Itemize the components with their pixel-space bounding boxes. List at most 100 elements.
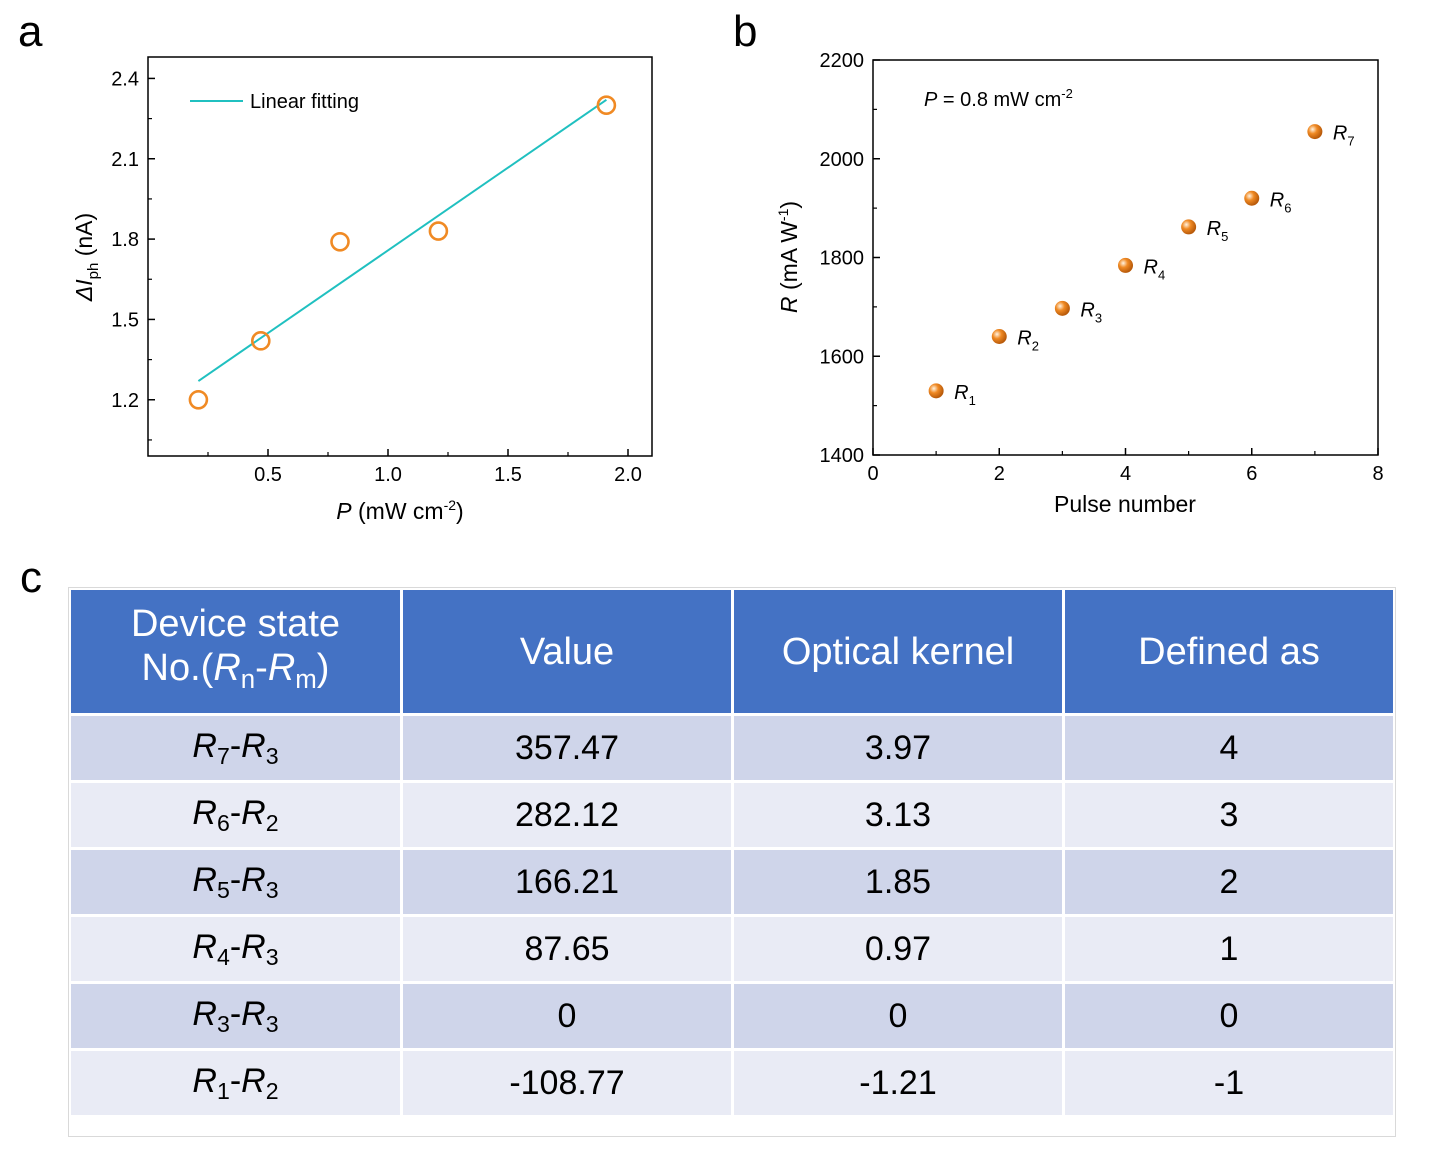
point-label-b: R5	[1207, 218, 1229, 244]
state-b-subscript: 3	[265, 876, 279, 903]
state-dash: -	[229, 1061, 242, 1100]
data-point-b	[1054, 300, 1070, 316]
plot-a-frame	[147, 56, 653, 457]
header-value: Value	[400, 587, 734, 716]
cell-value: -108.77	[400, 1048, 734, 1118]
state-a-symbol: R	[192, 726, 217, 765]
y-tick-label-b: 1600	[820, 346, 865, 368]
x-tick-label-b: 4	[1120, 463, 1131, 485]
state-dash: -	[229, 927, 242, 966]
cell-defined-as: -1	[1062, 1048, 1396, 1118]
optical-kernel-table: Device state No.(Rn-Rm) Value Optical ke…	[68, 587, 1396, 1118]
x-tick-label-a: 2.0	[614, 464, 642, 486]
plot-b-frame	[872, 59, 1379, 456]
state-b-subscript: 2	[265, 1077, 279, 1104]
data-point-a	[330, 231, 350, 252]
panel-label-b: b	[733, 7, 758, 56]
header-rm-subscript: m	[295, 665, 317, 694]
cell-value: 166.21	[400, 847, 734, 917]
annotation-power-b: P = 0.8 mW cm-2	[924, 86, 1073, 111]
cell-device-state: R7-R3	[68, 713, 403, 783]
state-a-subscript: 4	[216, 943, 230, 970]
data-point-b	[1118, 257, 1133, 273]
point-label-b: R1	[954, 382, 976, 408]
header-defined-as: Defined as	[1062, 587, 1396, 716]
state-b-subscript: 2	[265, 809, 279, 836]
x-tick-label-b: 2	[994, 463, 1005, 485]
state-a-subscript: 1	[216, 1077, 230, 1104]
y-axis-label-a: ΔIph (nA)	[71, 213, 102, 302]
data-point-b	[1181, 219, 1197, 235]
cell-defined-as: 2	[1062, 847, 1396, 917]
state-b-subscript: 3	[265, 1010, 279, 1037]
table-row: R5-R3 166.21 1.85 2	[68, 847, 1396, 917]
state-dash: -	[229, 860, 242, 899]
state-b-symbol: R	[241, 793, 266, 832]
state-a-subscript: 3	[216, 1010, 230, 1037]
table-row: R4-R3 87.65 0.97 1	[68, 914, 1396, 984]
table-body: R7-R3 357.47 3.97 4 R6-R2 282.12 3.13 3 R5-R3 166…	[68, 713, 1396, 1118]
cell-device-state: R1-R2	[68, 1048, 403, 1118]
cell-optical-kernel: 3.97	[731, 713, 1065, 783]
header-rn-symbol: R	[213, 646, 241, 689]
point-label-b: R3	[1080, 299, 1102, 325]
charts-figure: 0.5 1.0 1.5 2.0 1.2 1.5 1.8 2.1 2.4 Linear fittin…	[71, 50, 1384, 524]
cell-defined-as: 4	[1062, 713, 1396, 783]
data-point-a	[250, 331, 271, 351]
cell-device-state: R6-R2	[68, 780, 403, 850]
cell-defined-as: 3	[1062, 780, 1396, 850]
y-tick-label-a: 1.8	[111, 229, 139, 251]
legend-label-linear-fitting: Linear fitting	[250, 91, 359, 113]
cell-optical-kernel: 3.13	[731, 780, 1065, 850]
y-axis-label-b: R (mA W-1)	[775, 201, 802, 313]
x-tick-label-a: 0.5	[254, 464, 282, 486]
state-a-symbol: R	[192, 994, 217, 1033]
x-tick-label-b: 0	[867, 463, 878, 485]
data-point-a	[188, 389, 209, 410]
cell-optical-kernel: 0.97	[731, 914, 1065, 984]
state-b-subscript: 3	[265, 943, 279, 970]
state-a-symbol: R	[192, 793, 217, 832]
point-label-b: R6	[1270, 189, 1292, 215]
y-tick-label-a: 2.4	[111, 68, 139, 90]
state-b-symbol: R	[241, 994, 266, 1033]
table-row: R3-R3 0 0 0	[68, 981, 1396, 1051]
state-a-subscript: 5	[216, 876, 230, 903]
cell-device-state: R4-R3	[68, 914, 403, 984]
data-point-b	[928, 383, 944, 399]
point-label-b: R4	[1144, 256, 1166, 282]
header-dash: -	[255, 646, 268, 689]
y-tick-label-a: 1.5	[111, 309, 139, 331]
table-row: R1-R2 -108.77 -1.21 -1	[68, 1048, 1396, 1118]
state-b-subscript: 3	[265, 742, 279, 769]
state-b-symbol: R	[241, 1061, 266, 1100]
cell-value: 282.12	[400, 780, 734, 850]
cell-defined-as: 1	[1062, 914, 1396, 984]
header-device-state-line2-pre: No.(	[141, 646, 214, 689]
y-tick-label-a: 1.2	[111, 390, 139, 412]
linear-fit-line	[197, 99, 607, 382]
x-tick-label-b: 8	[1372, 463, 1383, 485]
x-tick-label-b: 6	[1246, 463, 1257, 485]
state-b-symbol: R	[241, 726, 266, 765]
state-dash: -	[229, 726, 242, 765]
y-tick-label-b: 2000	[820, 149, 865, 171]
x-axis-label-b: Pulse number	[1054, 491, 1196, 517]
state-a-symbol: R	[192, 1061, 217, 1100]
x-tick-label-a: 1.0	[374, 464, 402, 486]
data-point-b	[991, 329, 1007, 344]
y-tick-label-a: 2.1	[111, 149, 139, 171]
cell-device-state: R3-R3	[68, 981, 403, 1051]
header-rn-subscript: n	[240, 665, 256, 694]
header-device-state-line2-post: )	[316, 646, 330, 689]
y-tick-label-b: 1800	[820, 248, 865, 270]
header-device-state: Device state No.(Rn-Rm)	[68, 587, 403, 716]
data-point-a	[428, 221, 449, 241]
data-point-b	[1307, 124, 1323, 140]
header-rm-symbol: R	[267, 646, 296, 689]
point-label-b: R7	[1333, 123, 1355, 149]
cell-value: 0	[400, 981, 734, 1051]
table-row: R7-R3 357.47 3.97 4	[68, 713, 1396, 783]
cell-value: 357.47	[400, 713, 734, 783]
cell-optical-kernel: 0	[731, 981, 1065, 1051]
